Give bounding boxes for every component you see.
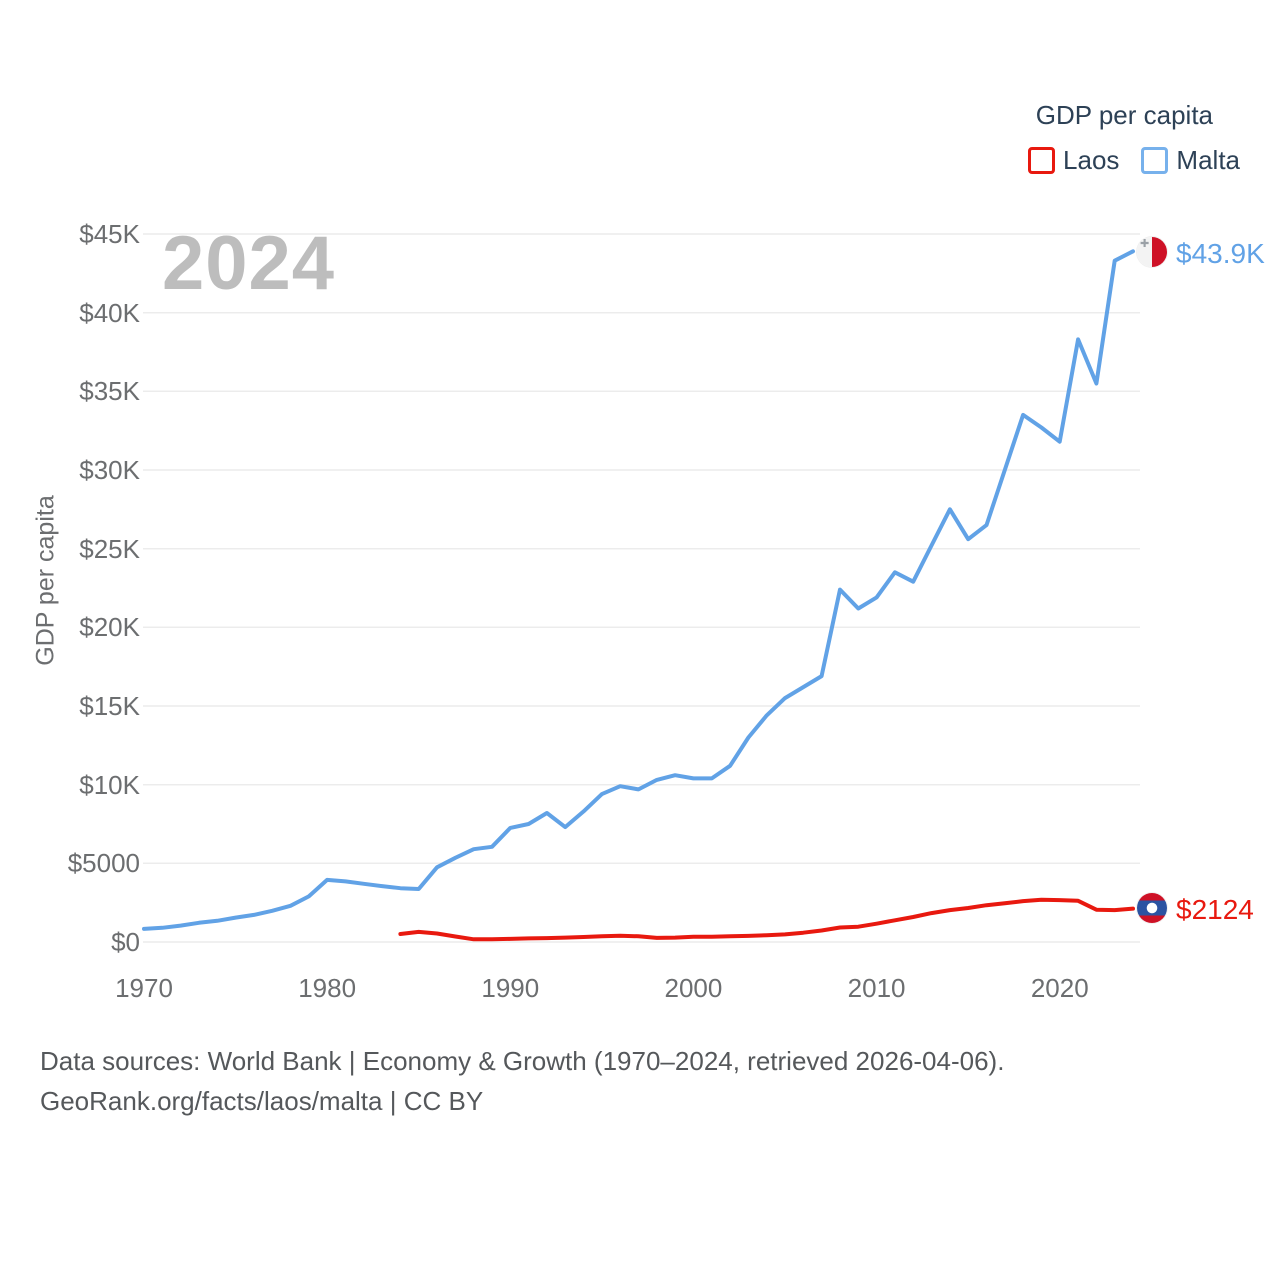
x-tick-label: 1980 <box>298 973 357 1003</box>
x-tick-label: 2020 <box>1030 973 1089 1003</box>
legend-title: GDP per capita <box>1035 100 1213 130</box>
malta-cross-icon: ✚ <box>1140 238 1150 250</box>
malta-end-label: $43.9K <box>1176 238 1265 269</box>
legend-swatch-malta <box>1141 147 1169 174</box>
legend-label-malta: Malta <box>1176 145 1240 175</box>
y-tick-label: $25K <box>79 533 140 564</box>
legend-item-malta[interactable]: Malta <box>1141 145 1240 176</box>
x-tick-label: 1970 <box>115 973 173 1003</box>
legend-label-laos: Laos <box>1063 145 1120 175</box>
y-tick-label: $30K <box>79 455 140 485</box>
malta-line <box>142 249 1135 931</box>
x-tick-label: 1990 <box>481 973 540 1003</box>
year-watermark: 2024 <box>162 221 336 306</box>
y-tick-label: $10K <box>79 769 140 800</box>
laos-flag-icon <box>1137 893 1167 923</box>
laos-line <box>398 897 1135 942</box>
x-tick-label: 2010 <box>847 973 906 1003</box>
y-tick-label: $15K <box>79 691 140 721</box>
legend-swatch-laos <box>1028 147 1056 174</box>
malta-flag-icon: ✚ <box>1137 237 1167 267</box>
y-tick-label: $35K <box>79 376 140 407</box>
y-tick-label: $40K <box>79 297 140 328</box>
legend-item-laos[interactable]: Laos <box>1028 145 1119 176</box>
footer-attribution: GeoRank.org/facts/laos/malta | CC BY <box>40 1086 484 1116</box>
y-tick-label: $45K <box>79 219 140 249</box>
x-tick-label: 2000 <box>664 973 723 1003</box>
y-tick-label: $20K <box>79 612 140 643</box>
laos-end-label: $2124 <box>1176 894 1254 925</box>
y-tick-label: $0 <box>111 927 140 957</box>
y-tick-label: $5000 <box>67 848 140 879</box>
legend: GDP per capita Laos Malta <box>1028 100 1240 176</box>
legend-items: Laos Malta <box>1028 145 1240 176</box>
footer-data-sources: Data sources: World Bank | Economy & Gro… <box>40 1046 1005 1076</box>
